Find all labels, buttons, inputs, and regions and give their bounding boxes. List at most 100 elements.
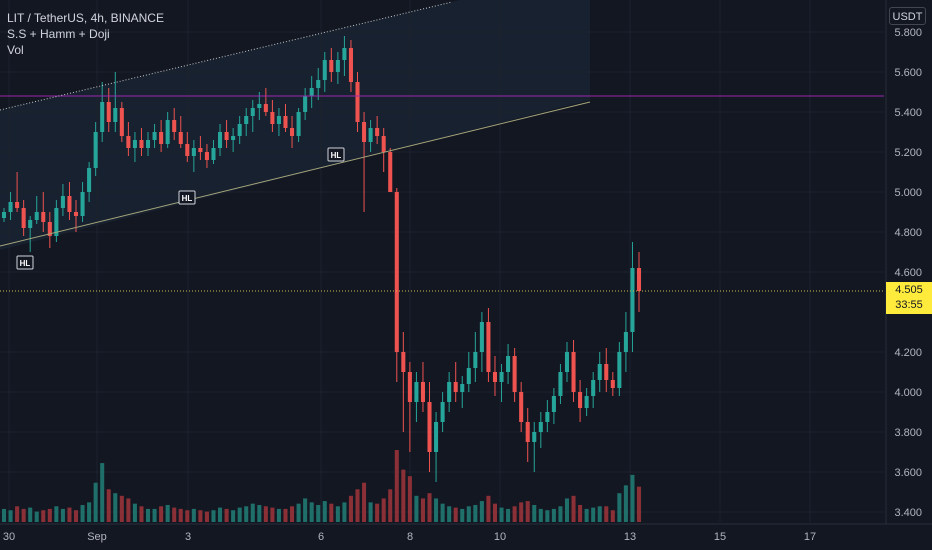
candle-body xyxy=(420,382,425,402)
volume-bar xyxy=(329,503,334,522)
currency-unit-button[interactable]: USDT xyxy=(889,7,926,25)
y-tick-label: 4.200 xyxy=(894,347,922,359)
candle-body xyxy=(558,372,563,396)
x-tick-label: 6 xyxy=(318,531,324,543)
volume-bar xyxy=(414,495,419,522)
volume-bar xyxy=(263,506,268,522)
y-tick-label: 3.400 xyxy=(894,507,922,519)
candle-body xyxy=(532,432,537,442)
volume-bar xyxy=(401,469,406,522)
volume-bar xyxy=(525,501,530,522)
candle-body xyxy=(427,402,432,452)
last-price-value: 4.505 xyxy=(895,284,923,296)
candle-body xyxy=(466,368,471,384)
y-tick-label: 4.600 xyxy=(894,267,922,279)
volume-bar xyxy=(591,507,596,522)
candle-body xyxy=(630,268,635,332)
hl-label: HL xyxy=(182,194,193,203)
volume-bar xyxy=(218,507,223,522)
volume-bar xyxy=(578,504,583,522)
x-tick-label: 13 xyxy=(624,531,636,543)
candle-body xyxy=(296,112,301,136)
candle-body xyxy=(60,196,65,208)
volume-bar xyxy=(538,508,543,522)
candle-body xyxy=(54,208,59,236)
volume-bar xyxy=(388,489,393,522)
hl-label-box xyxy=(178,190,196,205)
candle-body xyxy=(610,380,615,388)
candle-body xyxy=(604,364,609,380)
volume-bar xyxy=(355,489,360,522)
volume-bar xyxy=(60,508,65,522)
candle-body xyxy=(145,140,151,148)
volume-bar xyxy=(185,510,190,522)
candle-body xyxy=(283,116,288,128)
candle-body xyxy=(362,122,367,142)
candle-body xyxy=(172,120,177,132)
candle-body xyxy=(355,82,360,122)
volume-bar xyxy=(132,503,137,522)
volume-bar xyxy=(584,508,589,522)
volume-bar xyxy=(316,504,321,522)
volume-bar xyxy=(224,508,229,522)
candle-body xyxy=(636,268,642,291)
volume-bar xyxy=(420,498,425,522)
volume-bar xyxy=(237,507,242,522)
candle-body xyxy=(211,148,216,160)
volume-bar xyxy=(375,503,380,522)
volume-bar xyxy=(67,507,72,522)
volume-bar xyxy=(512,506,517,522)
volume-bar xyxy=(630,474,635,522)
candle-body xyxy=(519,392,524,422)
candle-body xyxy=(473,352,478,368)
candle-body xyxy=(178,132,183,144)
volume-bar xyxy=(165,504,170,522)
indicator-label[interactable]: S.S + Hamm + Doji xyxy=(7,27,110,41)
lower-trend-line xyxy=(0,101,591,247)
candle-body xyxy=(486,322,491,372)
candle-body xyxy=(303,96,308,112)
volume-bar xyxy=(139,506,144,522)
hl-label: HL xyxy=(331,151,342,160)
hl-label: HL xyxy=(20,259,31,268)
volume-bar xyxy=(100,463,105,522)
y-tick-label: 3.800 xyxy=(894,427,922,439)
candle-body xyxy=(28,220,33,228)
volume-bar xyxy=(466,506,471,522)
y-tick-label: 5.400 xyxy=(894,107,922,119)
volume-bar xyxy=(427,493,432,522)
candle-body xyxy=(440,402,445,422)
candle-body xyxy=(263,104,268,112)
volume-bar xyxy=(440,503,445,522)
volume-bar xyxy=(290,506,295,522)
candle-body xyxy=(460,384,465,392)
volume-bar xyxy=(87,502,92,522)
candle-body xyxy=(329,60,334,72)
volume-bar xyxy=(381,498,386,522)
y-tick-label: 4.800 xyxy=(894,227,922,239)
candle-body xyxy=(492,372,498,382)
volume-bar xyxy=(564,498,570,522)
candle-body xyxy=(551,396,556,412)
volume-bar xyxy=(394,450,399,522)
volume-bar xyxy=(47,508,52,522)
volume-bar xyxy=(519,502,524,522)
candle-body xyxy=(21,208,26,228)
candle-body xyxy=(538,422,543,432)
candle-body xyxy=(218,132,223,148)
candle-body xyxy=(525,422,530,442)
volume-label[interactable]: Vol xyxy=(7,43,24,57)
candle-body xyxy=(87,168,92,192)
volume-bar xyxy=(368,502,373,522)
candle-body xyxy=(80,192,85,216)
candle-body xyxy=(231,136,236,140)
candle-body xyxy=(139,140,144,148)
volume-bar xyxy=(348,495,353,522)
symbol-title[interactable]: LIT / TetherUS, 4h, BINANCE xyxy=(7,11,164,25)
volume-bar xyxy=(257,504,262,522)
candle-body xyxy=(47,222,52,236)
candle-body xyxy=(381,136,386,152)
volume-bar xyxy=(198,510,203,522)
x-tick-label: 10 xyxy=(494,531,506,543)
